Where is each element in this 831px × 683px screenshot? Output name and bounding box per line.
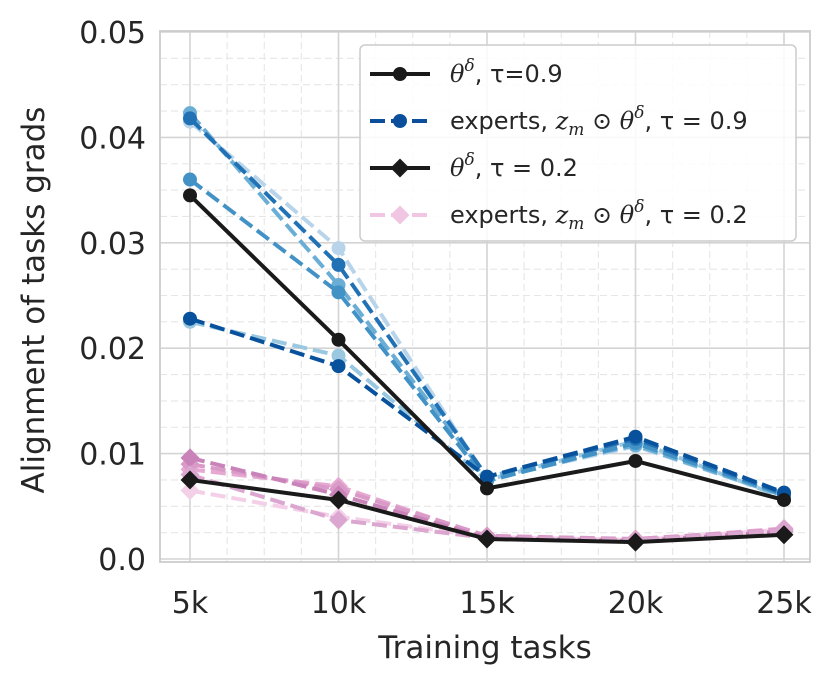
x-axis-ticks: 5k 10k 15k 20k 25k bbox=[172, 586, 813, 621]
x-tick-label: 20k bbox=[608, 586, 664, 621]
y-tick-label: 0.04 bbox=[79, 121, 146, 156]
legend-label: experts, zm ⊙ θδ, τ = 0.2 bbox=[450, 197, 748, 234]
data-point bbox=[183, 172, 197, 187]
series-13 bbox=[180, 470, 794, 552]
data-point bbox=[183, 188, 197, 203]
legend-item-1: θδ, τ=0.9 bbox=[370, 56, 563, 88]
x-tick-label: 25k bbox=[756, 586, 812, 621]
data-point bbox=[329, 510, 348, 530]
y-tick-label: 0.0 bbox=[98, 543, 146, 578]
data-point bbox=[477, 529, 497, 549]
legend-box bbox=[359, 44, 797, 242]
y-tick-label: 0.03 bbox=[79, 227, 146, 262]
x-tick-label: 10k bbox=[311, 586, 367, 621]
x-axis-title: Training tasks bbox=[377, 630, 592, 666]
data-point bbox=[331, 257, 346, 272]
y-axis-ticks: 0.0 0.01 0.02 0.03 0.04 0.05 bbox=[79, 16, 146, 578]
plot-frame bbox=[159, 30, 811, 563]
legend-marker bbox=[390, 205, 410, 225]
series-12 bbox=[183, 188, 791, 507]
legend-marker bbox=[393, 114, 407, 128]
legend: θδ, τ=0.9 experts, zm ⊙ θδ, τ = 0.9 θδ, τ … bbox=[359, 44, 797, 242]
data-point bbox=[180, 470, 200, 490]
legend-label: experts, zm ⊙ θδ, τ = 0.9 bbox=[450, 103, 748, 140]
legend-item-3: θδ, τ = 0.2 bbox=[370, 150, 578, 182]
data-point bbox=[331, 332, 346, 347]
legend-item-4: experts, zm ⊙ θδ, τ = 0.2 bbox=[370, 197, 748, 234]
data-point bbox=[329, 490, 348, 510]
y-tick-label: 0.02 bbox=[79, 332, 146, 367]
data-point bbox=[183, 111, 197, 126]
x-tick-label: 5k bbox=[172, 586, 209, 621]
y-tick-label: 0.05 bbox=[79, 16, 146, 51]
legend-label: θδ, τ=0.9 bbox=[450, 56, 563, 88]
data-point bbox=[331, 285, 346, 300]
data-point bbox=[480, 481, 494, 496]
legend-marker bbox=[393, 67, 407, 81]
series-layer bbox=[180, 106, 794, 552]
y-axis-title: Alignment of tasks grads bbox=[16, 107, 52, 494]
data-point bbox=[183, 311, 197, 326]
legend-item-2: experts, zm ⊙ θδ, τ = 0.9 bbox=[370, 103, 748, 140]
x-tick-label: 15k bbox=[459, 586, 515, 621]
data-point bbox=[628, 429, 643, 444]
data-point bbox=[180, 481, 200, 500]
legend-marker bbox=[390, 158, 410, 178]
legend-label: θδ, τ = 0.2 bbox=[450, 150, 578, 182]
data-point bbox=[626, 532, 645, 552]
y-tick-label: 0.01 bbox=[79, 438, 146, 473]
data-point bbox=[628, 453, 643, 468]
data-point bbox=[331, 359, 346, 374]
data-point bbox=[777, 492, 791, 507]
data-point bbox=[331, 241, 346, 256]
data-point bbox=[774, 525, 794, 545]
